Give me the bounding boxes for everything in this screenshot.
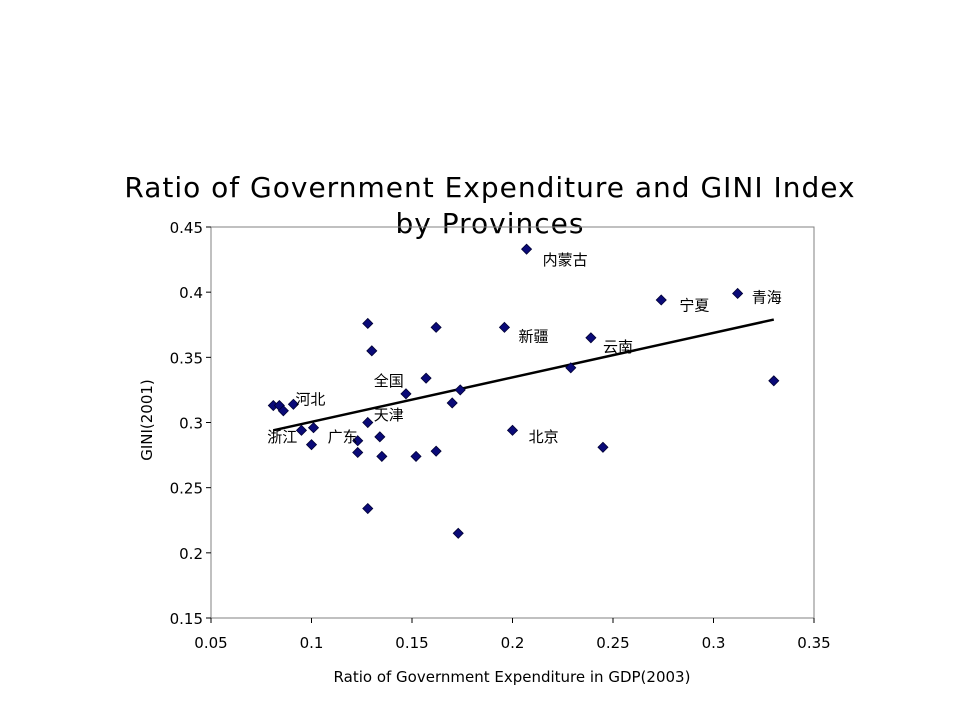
scatter-point <box>768 375 780 387</box>
point-label: 浙江 <box>267 428 297 446</box>
x-tick-label: 0.1 <box>300 634 324 652</box>
x-tick-label: 0.25 <box>596 634 629 652</box>
scatter-point <box>446 397 458 409</box>
point-label: 河北 <box>295 390 325 408</box>
scatter-point <box>376 450 388 462</box>
x-tick-label: 0.3 <box>702 634 726 652</box>
point-label: 全国 <box>374 372 404 390</box>
scatter-point <box>410 450 422 462</box>
scatter-point <box>295 424 308 436</box>
point-label: 青海 <box>752 289 782 307</box>
scatter-point <box>452 527 464 539</box>
scatter-point <box>454 384 466 396</box>
chart-title: Ratio of Government Expenditure and GINI… <box>124 171 856 240</box>
scatter-point <box>362 416 374 429</box>
x-tick-label: 0.2 <box>501 634 525 652</box>
y-tick-label: 0.2 <box>179 545 203 563</box>
point-label: 北京 <box>529 428 559 446</box>
scatter-point <box>506 424 519 436</box>
plot-area-frame <box>210 226 815 619</box>
scatter-point <box>430 445 442 457</box>
point-label: 宁夏 <box>679 296 709 314</box>
trendline-group <box>273 318 775 432</box>
scatter-point <box>732 287 744 300</box>
scatter-point <box>362 502 374 515</box>
scatter-point <box>521 243 533 255</box>
scatter-point <box>655 294 667 306</box>
scatter-point <box>287 398 299 410</box>
scatter-point <box>565 362 577 374</box>
scatter-point <box>420 372 432 384</box>
y-tick-label: 0.45 <box>170 219 203 237</box>
scatter-point <box>277 405 289 417</box>
y-tick-label: 0.15 <box>170 610 203 628</box>
axes: 0.05 0.1 0.15 0.2 0.25 0.3 0.35 0.15 0.2 0.25 0.3 0… <box>170 219 831 652</box>
scatter-point <box>597 441 609 453</box>
x-tick-label: 0.15 <box>395 634 428 652</box>
scatter-point <box>352 446 364 459</box>
scatter-point <box>307 422 320 434</box>
x-axis-title: Ratio of Government Expenditure in GDP(2… <box>334 668 691 686</box>
scatter-point <box>362 317 374 330</box>
scatter-point <box>305 439 318 451</box>
scatter-point <box>400 388 412 400</box>
x-tick-label: 0.35 <box>797 634 830 652</box>
point-label: 广东 <box>328 428 358 446</box>
y-tick-label: 0.25 <box>170 480 203 498</box>
point-label: 天津 <box>374 406 404 424</box>
x-tick-label: 0.05 <box>194 634 227 652</box>
trendline <box>273 318 775 432</box>
point-label: 内蒙古 <box>543 251 588 269</box>
y-tick-label: 0.3 <box>179 415 203 433</box>
point-label: 新疆 <box>519 328 549 346</box>
scatter-point <box>430 321 442 333</box>
point-label: 云南 <box>603 338 633 356</box>
y-tick-label: 0.4 <box>179 284 203 302</box>
markers-group <box>267 243 780 539</box>
scatter-point <box>366 345 378 357</box>
scatter-point <box>374 431 386 443</box>
y-tick-label: 0.35 <box>170 349 203 367</box>
scatter-point <box>352 435 364 447</box>
scatter-point <box>498 321 511 333</box>
y-axis-title: GINI(2001) <box>138 379 156 461</box>
scatter-point <box>585 332 597 344</box>
